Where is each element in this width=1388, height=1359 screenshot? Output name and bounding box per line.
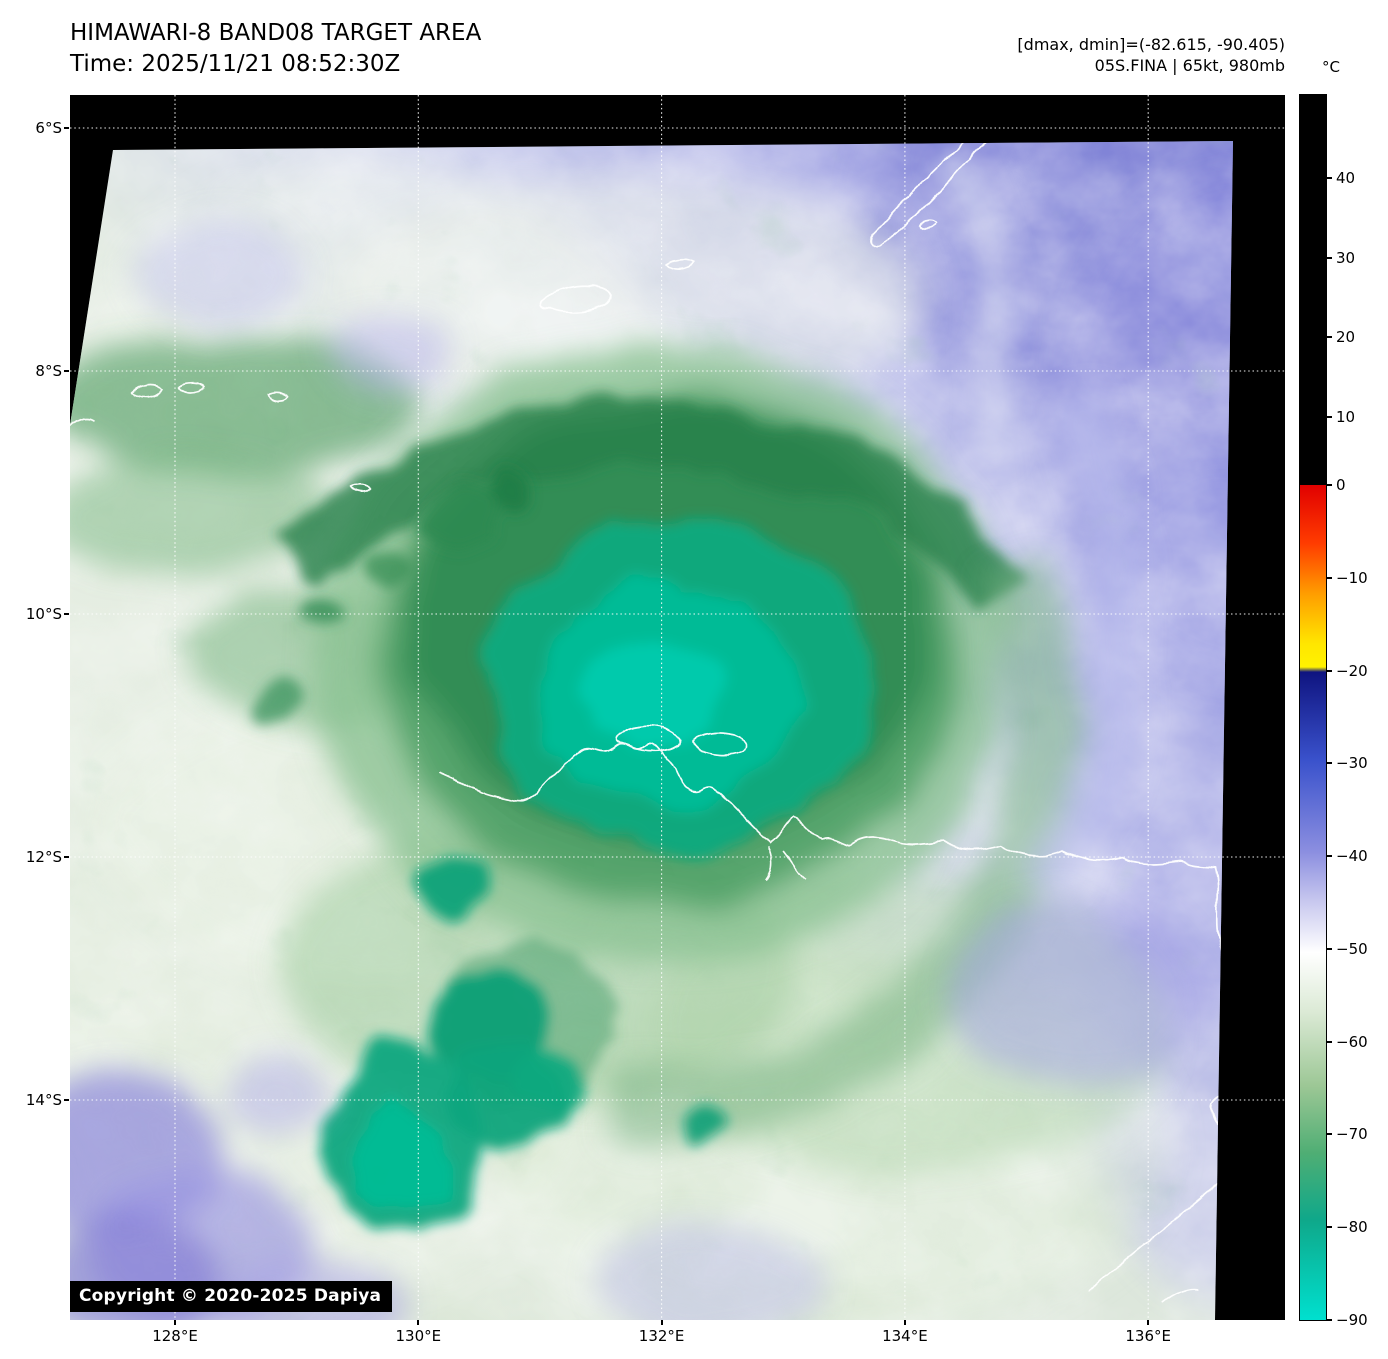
colorbar-tick-label: −40: [1336, 847, 1368, 866]
lat-tick-label: 12°S: [25, 848, 62, 866]
colorbar-upper-segment: [1300, 95, 1326, 485]
colorbar-tick-mark: [1327, 576, 1332, 579]
colorbar-tick-mark: [1327, 1040, 1332, 1043]
satellite-swath: [70, 141, 1233, 1320]
colorbar-unit-label: °C: [1322, 58, 1340, 76]
copyright-notice: Copyright © 2020-2025 Dapiya: [70, 1281, 393, 1312]
colorbar-tick-label: −60: [1336, 1032, 1368, 1051]
colorbar-tick-label: −30: [1336, 754, 1368, 773]
storm-readout: 05S.FINA | 65kt, 980mb: [1094, 56, 1285, 75]
lon-tick-mark: [174, 1320, 176, 1325]
lat-tick-mark: [64, 1099, 69, 1101]
cyclone-core: [277, 400, 1028, 850]
colorbar-tick-mark: [1327, 855, 1332, 858]
colorbar-tick-label: 40: [1336, 169, 1356, 187]
lon-tick-label: 136°E: [1125, 1327, 1171, 1345]
lat-tick-label: 8°S: [35, 362, 62, 380]
colorbar-tick-mark: [1327, 336, 1332, 339]
colorbar-tick-label: −70: [1336, 1125, 1368, 1144]
lat-tick-mark: [64, 856, 69, 858]
outer-rainbands: [599, 147, 1143, 1140]
colorbar-tick-mark: [1327, 762, 1332, 765]
colorbar-tick-label: −80: [1336, 1218, 1368, 1237]
colorbar-tick-mark: [1327, 1133, 1332, 1136]
figure-annotations: [dmax, dmin]=(-82.615, -90.405) 05S.FINA…: [1017, 34, 1285, 76]
lon-tick-mark: [417, 1320, 420, 1325]
colorbar-tick-label: −90: [1336, 1311, 1368, 1329]
lat-tick-label: 6°S: [35, 119, 62, 137]
colorbar-tick-label: −10: [1336, 568, 1368, 587]
western-convective-cells: [265, 472, 527, 710]
colorbar-tick-mark: [1327, 177, 1332, 179]
colorbar-tick-label: −50: [1336, 939, 1368, 958]
colorbar-gradient-segment: [1300, 485, 1326, 1320]
page-title: HIMAWARI-8 BAND08 TARGET AREA: [70, 20, 482, 46]
colorbar-tick-label: 30: [1336, 248, 1356, 267]
lat-tick-label: 10°S: [25, 605, 62, 623]
lon-tick-label: 134°E: [882, 1327, 928, 1345]
latlon-gridlines: [70, 95, 1285, 1320]
lon-tick-label: 130°E: [395, 1327, 442, 1345]
colorbar-tick-mark: [1327, 947, 1332, 950]
satellite-image: [70, 95, 1285, 1320]
lat-tick-mark: [64, 613, 69, 615]
lon-tick-mark: [1147, 1320, 1150, 1325]
colorbar-tick-mark: [1327, 669, 1332, 672]
lon-tick-mark: [903, 1320, 906, 1325]
lon-tick-label: 128°E: [152, 1327, 198, 1345]
lon-tick-label: 132°E: [638, 1327, 685, 1345]
colorbar-tick-mark: [1327, 484, 1332, 486]
figure-header: HIMAWARI-8 BAND08 TARGET AREA Time: 2025…: [70, 18, 481, 80]
colorbar-tick-label: −20: [1336, 661, 1368, 680]
colorbar-tick-label: 10: [1336, 408, 1356, 427]
colorbar: [1299, 94, 1327, 1321]
timestamp: Time: 2025/11/21 08:52:30Z: [70, 51, 401, 77]
colorbar-tick-mark: [1327, 256, 1332, 259]
lon-tick-mark: [660, 1320, 663, 1325]
satellite-image-panel: Copyright © 2020-2025 Dapiya: [70, 95, 1285, 1320]
colorbar-tick-mark: [1327, 1319, 1332, 1321]
colorbar-tick-label: 0: [1336, 476, 1346, 494]
lat-tick-mark: [64, 370, 69, 372]
lat-tick-label: 14°S: [25, 1091, 62, 1109]
dmax-dmin-readout: [dmax, dmin]=(-82.615, -90.405): [1017, 35, 1285, 54]
colorbar-tick-mark: [1327, 1226, 1332, 1229]
southern-convective-cells: [320, 855, 731, 1225]
lat-tick-mark: [64, 127, 69, 129]
colorbar-tick-mark: [1327, 416, 1332, 419]
colorbar-tick-label: 20: [1336, 328, 1356, 347]
